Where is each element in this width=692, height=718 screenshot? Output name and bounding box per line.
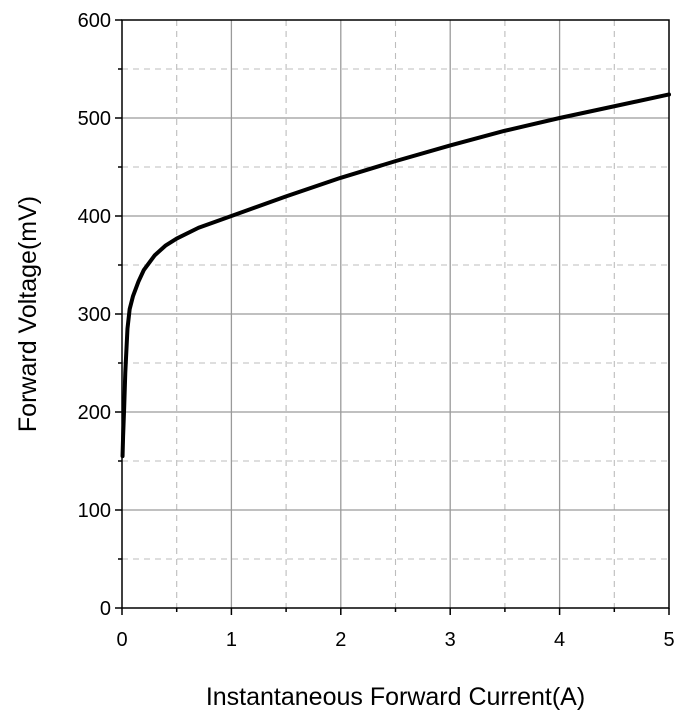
x-axis-title: Instantaneous Forward Current(A) (206, 683, 585, 711)
y-tick-label: 100 (78, 500, 111, 522)
x-tick-label: 2 (335, 629, 346, 651)
axis-ticks (115, 19, 670, 615)
x-tick-label: 4 (554, 629, 565, 651)
y-tick-label: 400 (78, 206, 111, 228)
series-layer (120, 92, 671, 459)
y-tick-label: 0 (100, 598, 111, 620)
y-tick-label: 200 (78, 402, 111, 424)
y-tick-label: 600 (78, 10, 111, 32)
x-tick-label: 0 (116, 629, 127, 651)
y-tick-labels: 0 100 200 300 400 500 600 (78, 10, 111, 620)
y-tick-label: 300 (78, 304, 111, 326)
y-axis-title: Forward Voltage(mV) (14, 196, 42, 432)
x-tick-label: 3 (445, 629, 456, 651)
x-tick-labels: 0 1 2 3 4 5 (116, 629, 674, 651)
grid (122, 20, 669, 608)
series-line-0 (120, 92, 671, 459)
x-tick-label: 1 (226, 629, 237, 651)
x-tick-label: 5 (663, 629, 674, 651)
plot-frame (121, 19, 670, 609)
y-tick-label: 500 (78, 108, 111, 130)
